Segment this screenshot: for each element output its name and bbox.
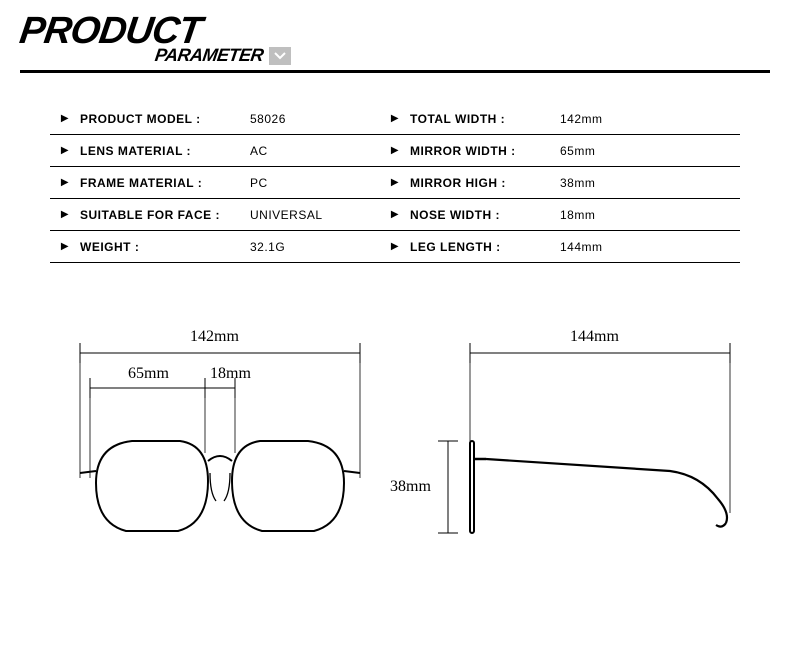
- bullet-icon: ▶: [50, 145, 80, 156]
- spec-label: WEIGHT :: [80, 240, 250, 254]
- bullet-icon: ▶: [380, 145, 410, 156]
- bullet-icon: ▶: [380, 113, 410, 124]
- spec-row: ▶ WEIGHT : 32.1G ▶ LEG LENGTH : 144mm: [50, 231, 740, 263]
- chevron-down-icon: [269, 47, 291, 65]
- header: PRODUCT PARAMETER: [0, 0, 790, 66]
- spec-value: UNIVERSAL: [250, 208, 380, 222]
- spec-row: ▶ PRODUCT MODEL : 58026 ▶ TOTAL WIDTH : …: [50, 103, 740, 135]
- spec-label: TOTAL WIDTH :: [410, 112, 560, 126]
- spec-value: 144mm: [560, 240, 640, 254]
- title-parameter: PARAMETER: [154, 45, 265, 66]
- spec-label: MIRROR HIGH :: [410, 176, 560, 190]
- spec-row: ▶ SUITABLE FOR FACE : UNIVERSAL ▶ NOSE W…: [50, 199, 740, 231]
- spec-value: PC: [250, 176, 380, 190]
- spec-value: 142mm: [560, 112, 640, 126]
- glasses-front-diagram: [60, 323, 380, 583]
- spec-value: 38mm: [560, 176, 640, 190]
- bullet-icon: ▶: [50, 209, 80, 220]
- dim-bridge-width: 18mm: [210, 365, 251, 383]
- header-divider: [20, 70, 770, 73]
- spec-row: ▶ LENS MATERIAL : AC ▶ MIRROR WIDTH : 65…: [50, 135, 740, 167]
- glasses-side-diagram: [430, 323, 750, 583]
- spec-value: AC: [250, 144, 380, 158]
- spec-row: ▶ FRAME MATERIAL : PC ▶ MIRROR HIGH : 38…: [50, 167, 740, 199]
- bullet-icon: ▶: [380, 241, 410, 252]
- diagram-area: 142mm 65mm 18mm 144mm 38mm: [0, 323, 790, 603]
- spec-label: MIRROR WIDTH :: [410, 144, 560, 158]
- spec-value: 32.1G: [250, 240, 380, 254]
- dim-lens-width: 65mm: [128, 365, 169, 383]
- spec-value: 18mm: [560, 208, 640, 222]
- spec-label: LENS MATERIAL :: [80, 144, 250, 158]
- spec-label: SUITABLE FOR FACE :: [80, 208, 250, 222]
- spec-label: NOSE WIDTH :: [410, 208, 560, 222]
- bullet-icon: ▶: [380, 209, 410, 220]
- bullet-icon: ▶: [50, 177, 80, 188]
- spec-table: ▶ PRODUCT MODEL : 58026 ▶ TOTAL WIDTH : …: [50, 103, 740, 263]
- bullet-icon: ▶: [50, 113, 80, 124]
- spec-value: 65mm: [560, 144, 640, 158]
- dim-lens-height: 38mm: [390, 478, 431, 496]
- dim-total-width: 142mm: [190, 328, 239, 346]
- dim-temple-length: 144mm: [570, 328, 619, 346]
- spec-label: LEG LENGTH :: [410, 240, 560, 254]
- spec-label: PRODUCT MODEL :: [80, 112, 250, 126]
- bullet-icon: ▶: [50, 241, 80, 252]
- bullet-icon: ▶: [380, 177, 410, 188]
- spec-value: 58026: [250, 112, 380, 126]
- spec-label: FRAME MATERIAL :: [80, 176, 250, 190]
